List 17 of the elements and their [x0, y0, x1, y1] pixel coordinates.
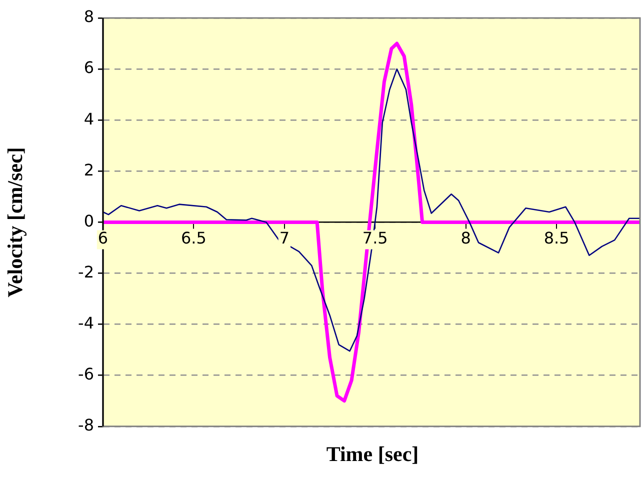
- x-axis-title: Time [sec]: [325, 442, 420, 467]
- x-tick-label: 7.5: [362, 228, 388, 248]
- y-tick-label: -8: [78, 416, 94, 435]
- x-tick-label: 8.5: [544, 228, 570, 248]
- y-tick-label: 8: [84, 7, 94, 26]
- y-tick-label: 4: [84, 109, 94, 128]
- y-tick-label: 2: [84, 160, 94, 180]
- x-tick-label: 6: [98, 228, 108, 248]
- y-tick-label: -4: [78, 313, 94, 332]
- y-tick-label: -6: [78, 364, 94, 384]
- y-axis-title: Velocity [cm/sec]: [3, 147, 28, 298]
- y-tick-label: 0: [84, 211, 94, 230]
- x-tick-label: 6.5: [180, 228, 206, 248]
- y-tick-label: 6: [84, 58, 94, 78]
- y-tick-label: -2: [78, 262, 94, 282]
- x-tick-label: 7: [279, 228, 290, 248]
- x-tick-label: 8: [460, 228, 471, 248]
